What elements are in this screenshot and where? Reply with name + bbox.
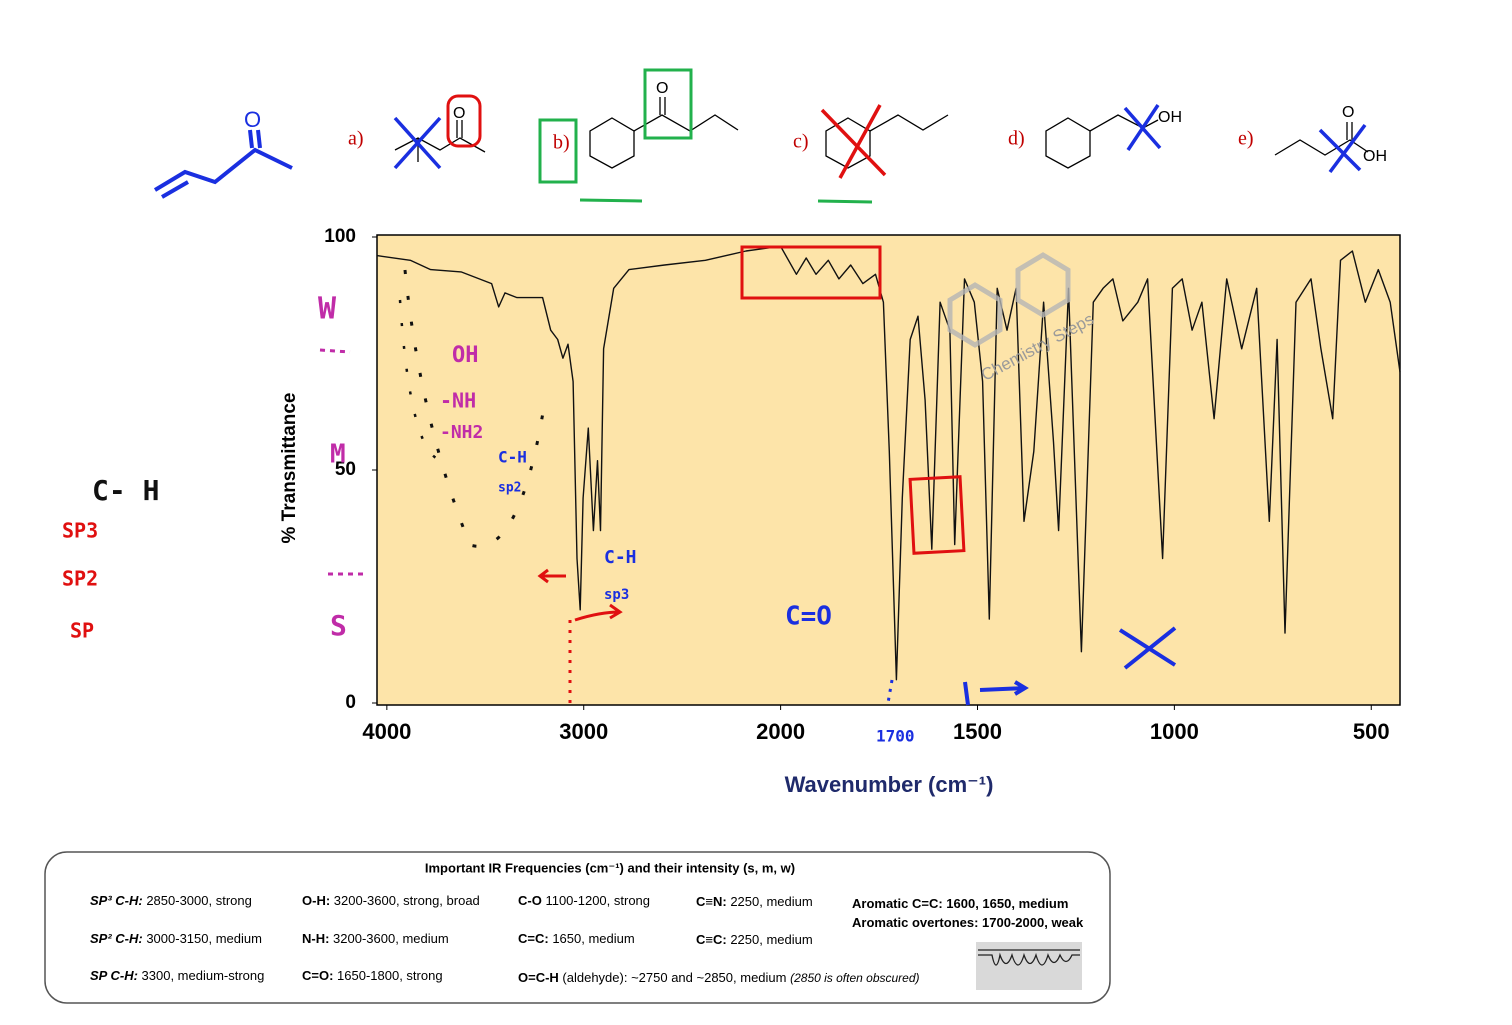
molecule-d xyxy=(1045,104,1162,169)
overtone-inset xyxy=(976,942,1082,990)
spectrum-line xyxy=(376,245,1401,681)
entry-key: Aromatic overtones: xyxy=(852,915,978,930)
handwritten-note: OH xyxy=(452,343,479,368)
reference-entry: SP³ C-H: 2850-3000, strong xyxy=(90,893,252,908)
atom-label: O xyxy=(656,80,668,97)
plot-area xyxy=(376,234,1401,706)
entry-value: 1600, 1650, medium xyxy=(943,896,1069,911)
x-tick-label: 1500 xyxy=(953,719,1002,744)
entry-tail: weak xyxy=(1050,915,1084,930)
handwritten-note: C=O xyxy=(785,602,832,632)
y-tick-label: 100 xyxy=(324,226,356,247)
reference-entry: C≡N: 2250, medium xyxy=(696,894,813,909)
handwritten-note: C- H xyxy=(92,474,159,507)
atom-label: OH xyxy=(1363,148,1387,165)
entry-value: 3000-3150, medium xyxy=(143,931,262,946)
entry-key: C=O: xyxy=(302,968,333,983)
entry-key: SP C-H: xyxy=(90,968,138,983)
y-axis-label: % Transmittance xyxy=(279,393,300,544)
entry-value: 2250, medium xyxy=(727,932,813,947)
x-tick-label: 1000 xyxy=(1150,719,1199,744)
handwritten-note: C-H xyxy=(604,547,637,568)
entry-value: 1700-2000, xyxy=(978,915,1051,930)
entry-value: 3200-3600, medium xyxy=(329,931,448,946)
option-label: a) xyxy=(348,128,364,150)
x-tick-label: 4000 xyxy=(362,719,411,744)
atom-label: OH xyxy=(1158,109,1182,126)
atom-label: O xyxy=(1342,104,1354,121)
entry-value: 1650, medium xyxy=(549,931,635,946)
option-label: c) xyxy=(793,131,809,153)
entry-key: Aromatic C=C: xyxy=(852,896,943,911)
atom-label: O xyxy=(453,105,465,122)
option-label: d) xyxy=(1008,128,1025,150)
entry-value: 1650-1800, strong xyxy=(333,968,442,983)
option-label: b) xyxy=(553,132,570,154)
plot: 4000 3000 2000 1500 1000 500 0 50 100 xyxy=(324,226,1401,744)
overtone-sketch xyxy=(978,949,1080,966)
molecule-e xyxy=(1274,122,1369,174)
x-tick-label: 3000 xyxy=(559,719,608,744)
reference-entry: Aromatic C=C: 1600, 1650, medium xyxy=(852,896,1068,911)
molecule-c xyxy=(817,104,949,204)
reference-entry: Aromatic overtones: 1700-2000, weak xyxy=(852,915,1084,930)
handwritten-note: SP xyxy=(70,619,94,643)
entry-key: O-H: xyxy=(302,893,330,908)
option-label: e) xyxy=(1238,128,1254,150)
reference-box xyxy=(44,851,1111,1004)
reference-entry: O-H: 3200-3600, strong, broad xyxy=(302,893,480,908)
entry-key: SP² C-H: xyxy=(90,931,143,946)
entry-value: 3300, medium-strong xyxy=(138,968,264,983)
entry-value: (aldehyde): ~2750 and ~2850, medium xyxy=(559,970,790,985)
reference-entry: C=O: 1650-1800, strong xyxy=(302,968,443,983)
entry-note: (2850 is often obscured) xyxy=(790,971,919,985)
reference-entry: C-O 1100-1200, strong xyxy=(518,893,650,908)
molecule-b xyxy=(538,68,739,203)
entry-value: 2850-3000, strong xyxy=(143,893,252,908)
handwritten-note: SP2 xyxy=(62,567,98,591)
structures xyxy=(153,68,1369,204)
handwritten-note: sp3 xyxy=(604,587,629,603)
handwritten-note: SP3 xyxy=(62,519,98,543)
entry-key: C-O xyxy=(518,893,542,908)
enone xyxy=(153,129,293,199)
y-tick-label: 50 xyxy=(335,459,356,480)
entry-key: O=C-H xyxy=(518,970,559,985)
y-tick-label: 0 xyxy=(345,692,356,713)
entry-value: 2250, medium xyxy=(727,894,813,909)
handwritten-note: sp2 xyxy=(498,481,521,496)
watermark-logo xyxy=(947,252,1071,348)
handwritten-note: S xyxy=(330,609,347,642)
x-axis-label: Wavenumber (cm⁻¹) xyxy=(785,772,994,797)
reference-entry: SP C-H: 3300, medium-strong xyxy=(90,968,264,983)
reference-entry: C=C: 1650, medium xyxy=(518,931,635,946)
entry-key: N-H: xyxy=(302,931,329,946)
reference-entry: SP² C-H: 3000-3150, medium xyxy=(90,931,262,946)
entry-value: 3200-3600, strong, broad xyxy=(330,893,480,908)
reference-title: Important IR Frequencies (cm⁻¹) and thei… xyxy=(425,860,795,875)
handwritten-note: -NH2 xyxy=(440,422,483,443)
atom-label: O xyxy=(244,107,261,132)
x-tick-label: 500 xyxy=(1353,719,1390,744)
reference-entry: N-H: 3200-3600, medium xyxy=(302,931,449,946)
entry-key: C≡C: xyxy=(696,932,727,947)
handwritten-note: -NH xyxy=(440,389,476,413)
entry-value: 1100-1200, strong xyxy=(542,893,650,908)
handwritten-note: W xyxy=(318,292,337,327)
reference-entry: O=C-H (aldehyde): ~2750 and ~2850, mediu… xyxy=(518,970,920,985)
entry-key: C≡N: xyxy=(696,894,727,909)
entry-key: C=C: xyxy=(518,931,549,946)
entry-key: SP³ C-H: xyxy=(90,893,143,908)
reference-entry: C≡C: 2250, medium xyxy=(696,932,813,947)
handwritten-note: M xyxy=(330,440,346,470)
reference-table: SP³ C-H: 2850-3000, strong SP² C-H: 3000-… xyxy=(90,893,1084,985)
molecule-a xyxy=(393,94,486,170)
handwritten-note: C-H xyxy=(498,448,527,467)
handwritten-note: 1700 xyxy=(876,727,915,746)
x-tick-label: 2000 xyxy=(756,719,805,744)
annotations: W M S OH -NH -NH2 C-H sp2 C-H sp3 C=O 1700 C- H SP3 SP… xyxy=(62,292,915,746)
